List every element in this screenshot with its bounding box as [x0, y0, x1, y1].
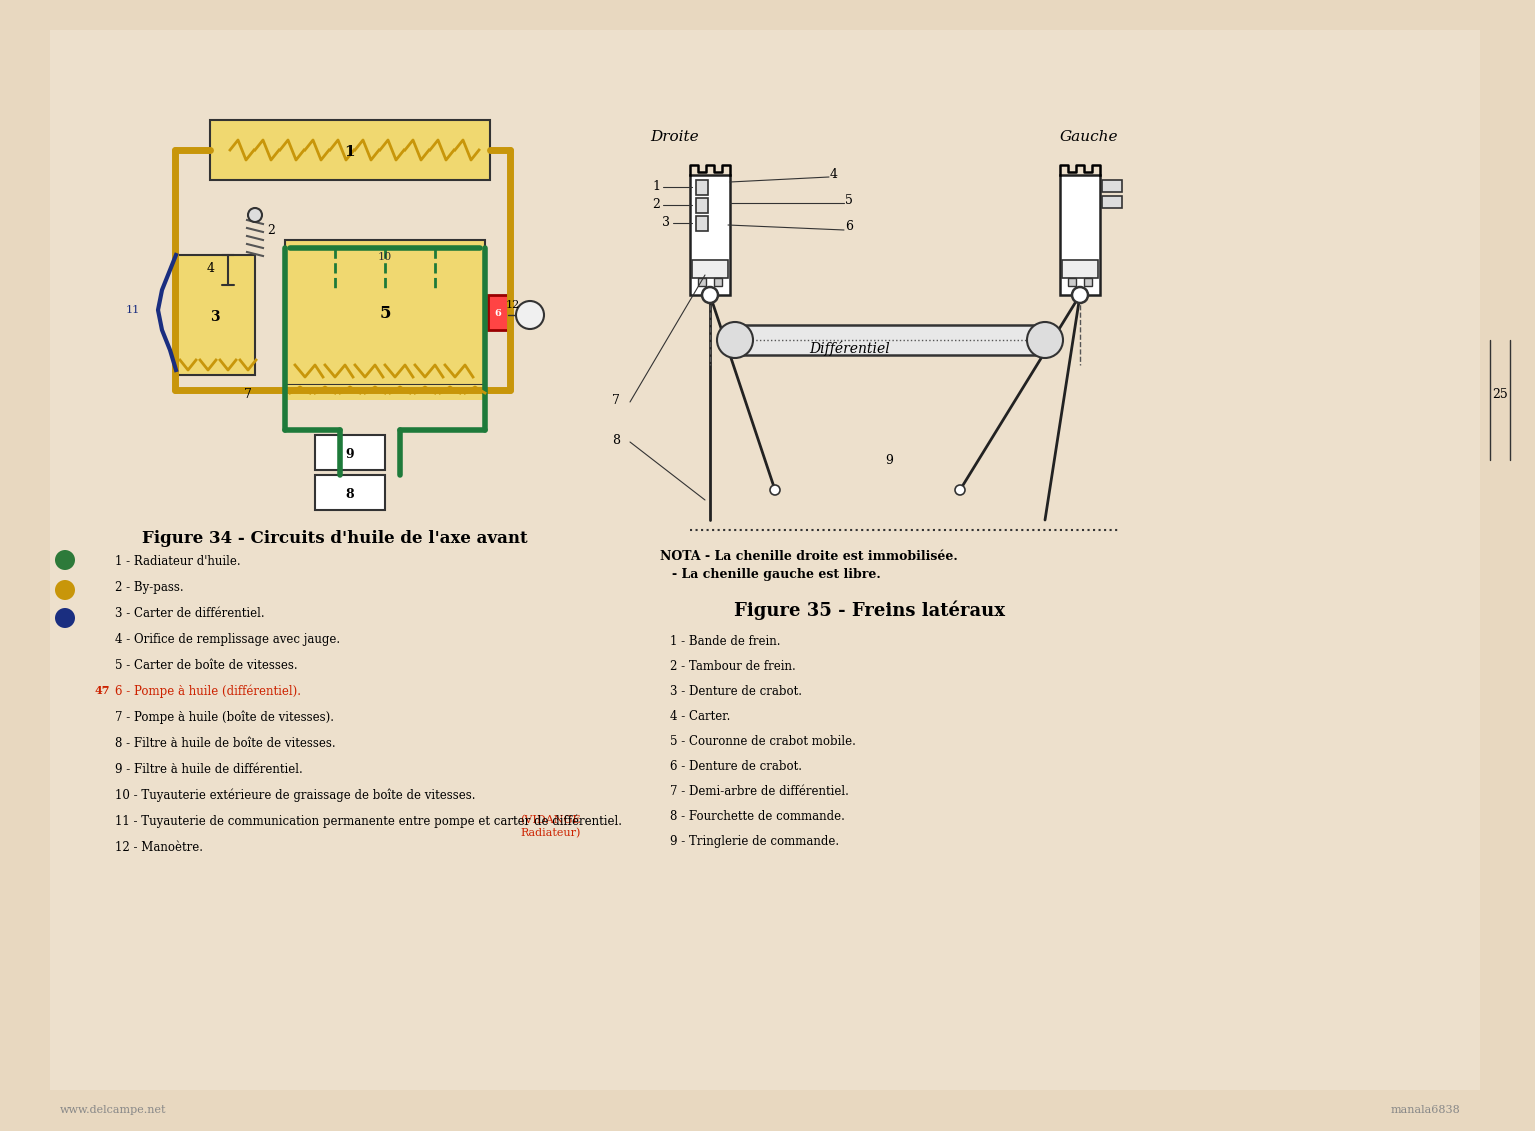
Text: 12: 12	[505, 300, 520, 310]
Bar	[315, 475, 385, 510]
Text: 1 - Radiateur d'huile.: 1 - Radiateur d'huile.	[115, 555, 241, 568]
Text: 3: 3	[662, 216, 669, 230]
Text: 9: 9	[886, 454, 893, 466]
Text: 6: 6	[844, 221, 853, 233]
Text: 10: 10	[378, 252, 391, 262]
Bar	[1084, 278, 1091, 286]
Text: manala6838: manala6838	[1391, 1105, 1460, 1115]
Text: 5: 5	[844, 193, 853, 207]
Circle shape	[55, 608, 75, 628]
Bar	[210, 120, 490, 180]
Circle shape	[516, 301, 543, 329]
Text: 7: 7	[244, 389, 252, 402]
Text: 2: 2	[652, 199, 660, 211]
Text: 8 - Fourchette de commande.: 8 - Fourchette de commande.	[669, 810, 844, 823]
Bar	[714, 278, 721, 286]
Text: 5: 5	[379, 305, 391, 322]
Bar	[1061, 175, 1101, 295]
Text: Figure 35 - Freins latéraux: Figure 35 - Freins latéraux	[735, 601, 1005, 620]
Text: Gauche: Gauche	[1061, 130, 1119, 144]
Text: Figure 34 - Circuits d'huile de l'axe avant: Figure 34 - Circuits d'huile de l'axe av…	[143, 530, 528, 547]
Text: 9: 9	[345, 448, 355, 460]
Bar	[488, 295, 508, 330]
Text: 2 - By-pass.: 2 - By-pass.	[115, 581, 184, 594]
Text: 6 - Pompe à huile (différentiel).: 6 - Pompe à huile (différentiel).	[115, 685, 301, 699]
Text: 7: 7	[612, 394, 620, 406]
Text: 5 - Couronne de crabot mobile.: 5 - Couronne de crabot mobile.	[669, 735, 857, 748]
Text: 1 - Bande de frein.: 1 - Bande de frein.	[669, 634, 780, 648]
Bar	[695, 198, 708, 213]
Text: Radiateur): Radiateur)	[520, 828, 580, 838]
Text: 4: 4	[830, 167, 838, 181]
Circle shape	[717, 322, 754, 359]
Text: 4 - Carter.: 4 - Carter.	[669, 710, 731, 723]
Text: 6: 6	[494, 310, 502, 319]
Circle shape	[955, 485, 966, 495]
Text: 11 - Tuyauterie de communication permanente entre pompe et carter de différentie: 11 - Tuyauterie de communication permane…	[115, 815, 622, 829]
Circle shape	[701, 287, 718, 303]
Circle shape	[1071, 287, 1088, 303]
Bar	[1102, 196, 1122, 208]
Text: 47: 47	[95, 685, 111, 696]
Circle shape	[55, 580, 75, 601]
Bar	[175, 254, 255, 375]
Text: 1: 1	[652, 181, 660, 193]
Bar	[695, 216, 708, 231]
Bar	[286, 240, 485, 385]
Text: 1: 1	[345, 145, 355, 159]
Text: 12 - Manoètre.: 12 - Manoètre.	[115, 841, 203, 854]
Text: Différentiel: Différentiel	[809, 340, 890, 355]
Text: 4 - Orifice de remplissage avec jauge.: 4 - Orifice de remplissage avec jauge.	[115, 633, 341, 646]
Text: 25: 25	[1492, 389, 1507, 402]
Text: 4: 4	[207, 261, 215, 275]
Text: 6 - Denture de crabot.: 6 - Denture de crabot.	[669, 760, 801, 772]
Text: 2: 2	[267, 224, 275, 236]
Text: 8: 8	[612, 433, 620, 447]
Bar	[1068, 278, 1076, 286]
Bar	[731, 325, 1050, 355]
Text: 9 - Tringlerie de commande.: 9 - Tringlerie de commande.	[669, 835, 840, 848]
Text: 2 - Tambour de frein.: 2 - Tambour de frein.	[669, 661, 795, 673]
Text: 8 - Filtre à huile de boîte de vitesses.: 8 - Filtre à huile de boîte de vitesses.	[115, 737, 336, 750]
Bar	[691, 175, 731, 295]
Text: www.delcampe.net: www.delcampe.net	[60, 1105, 166, 1115]
Bar	[692, 260, 728, 278]
Text: 11: 11	[126, 305, 140, 316]
Bar	[315, 435, 385, 470]
Text: (VIDANGE: (VIDANGE	[520, 815, 580, 826]
Text: NOTA - La chenille droite est immobilisée.: NOTA - La chenille droite est immobilisé…	[660, 550, 958, 563]
Text: Droite: Droite	[649, 130, 698, 144]
Bar	[1062, 260, 1098, 278]
Bar	[698, 278, 706, 286]
Bar	[695, 180, 708, 195]
Text: 5 - Carter de boîte de vitesses.: 5 - Carter de boîte de vitesses.	[115, 659, 298, 672]
Text: 7 - Pompe à huile (boîte de vitesses).: 7 - Pompe à huile (boîte de vitesses).	[115, 711, 335, 725]
Text: - La chenille gauche est libre.: - La chenille gauche est libre.	[672, 568, 881, 581]
Circle shape	[249, 208, 262, 222]
Bar	[1102, 180, 1122, 192]
Text: 3 - Carter de différentiel.: 3 - Carter de différentiel.	[115, 607, 264, 620]
Circle shape	[1027, 322, 1064, 359]
Text: 9 - Filtre à huile de différentiel.: 9 - Filtre à huile de différentiel.	[115, 763, 302, 776]
Bar	[286, 385, 485, 400]
Circle shape	[55, 550, 75, 570]
Text: 3 - Denture de crabot.: 3 - Denture de crabot.	[669, 685, 801, 698]
Circle shape	[771, 485, 780, 495]
Text: 3: 3	[210, 310, 220, 323]
Text: 7 - Demi-arbre de différentiel.: 7 - Demi-arbre de différentiel.	[669, 785, 849, 798]
Text: 10 - Tuyauterie extérieure de graissage de boîte de vitesses.: 10 - Tuyauterie extérieure de graissage …	[115, 789, 476, 803]
Text: 8: 8	[345, 487, 355, 501]
